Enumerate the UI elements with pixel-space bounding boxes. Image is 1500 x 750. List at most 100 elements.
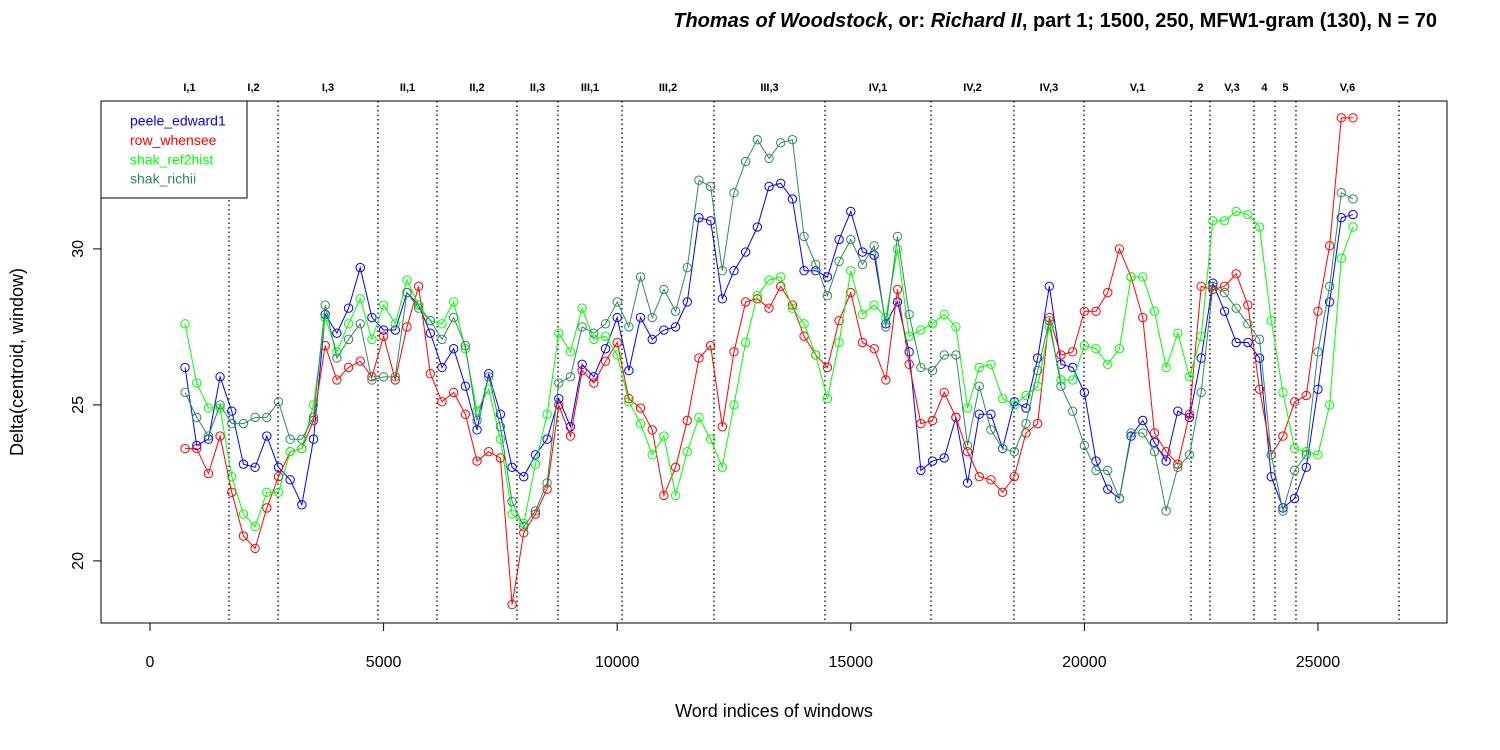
data-point [1138,312,1148,323]
data-point [647,450,657,460]
scene-label: I,3 [322,82,334,94]
data-point [589,334,599,345]
data-point [1103,287,1113,298]
data-point [670,462,681,473]
data-point [974,409,984,419]
data-point [1184,450,1195,460]
data-point [507,599,517,610]
data-point [986,359,996,370]
data-point [484,384,494,395]
scene-label: 2 [1197,82,1203,94]
data-point [846,287,856,298]
data-point [951,322,961,332]
data-point [764,181,774,192]
data-point [1103,465,1113,476]
data-point [904,331,914,341]
data-point [1348,113,1358,123]
data-point [297,434,307,444]
title-part: Thomas of Woodstock [673,10,888,32]
data-point [939,309,949,320]
data-point [308,400,319,410]
data-point [1289,443,1300,454]
data-point [740,337,751,348]
data-point [822,393,833,404]
data-point [250,543,260,554]
data-point [215,403,225,413]
data-point [215,431,225,441]
data-point [308,412,319,423]
data-point [764,153,774,164]
data-point [285,434,295,444]
data-point [1021,390,1031,401]
data-point [811,259,821,270]
scene-label: II,2 [469,82,484,94]
data-point [670,490,681,501]
data-point [1266,450,1276,460]
data-point [1231,337,1241,348]
data-point [1324,281,1335,292]
data-point [787,194,798,204]
data-point [764,275,774,285]
data-point [1219,306,1230,316]
data-point [1266,315,1276,326]
data-point [624,365,634,376]
data-point [343,362,354,373]
data-point [729,347,739,357]
data-point [1173,406,1183,416]
data-point [1103,359,1113,370]
data-point [577,322,587,332]
data-point [916,362,926,373]
scene-label: II,1 [400,82,415,94]
data-point [1219,287,1230,298]
data-point [694,175,704,185]
data-point [729,188,739,198]
data-point [1231,269,1241,279]
data-point [776,138,786,148]
data-point [378,331,389,341]
data-point [962,447,973,457]
data-point [1114,344,1125,354]
data-point [892,231,903,242]
data-point [1044,315,1055,326]
scene-label: III,3 [760,82,778,94]
data-point [554,328,564,338]
data-point [507,462,517,473]
data-point [1126,272,1136,282]
data-point [355,356,365,366]
data-point [1161,456,1171,466]
data-point [752,134,763,145]
data-point [530,506,541,516]
data-point [542,478,552,488]
data-point [495,434,506,444]
data-point [1079,306,1090,316]
data-point [448,312,459,323]
data-point [694,212,704,223]
data-point [776,178,786,189]
data-point [951,412,961,423]
data-point [507,496,517,507]
data-point [320,312,330,323]
legend-entry: peele_edward1 [130,113,226,129]
data-point [927,415,938,426]
data-point [997,487,1008,497]
data-point [694,412,704,423]
data-point [1138,428,1148,438]
data-point [1138,272,1148,282]
data-point [495,453,506,463]
data-point [635,418,646,429]
data-point [1067,347,1078,357]
data-point [1032,353,1043,363]
data-point [1231,303,1241,313]
data-point [752,222,763,232]
data-point [846,266,856,276]
data-point [600,319,611,329]
legend-box [100,100,248,199]
data-point [448,297,459,307]
data-point [192,443,202,454]
data-point [1254,222,1265,232]
x-tick-label: 15000 [829,654,874,671]
data-point [1348,222,1358,232]
data-point [869,344,879,354]
data-point [1149,447,1160,457]
data-point [1196,281,1206,292]
